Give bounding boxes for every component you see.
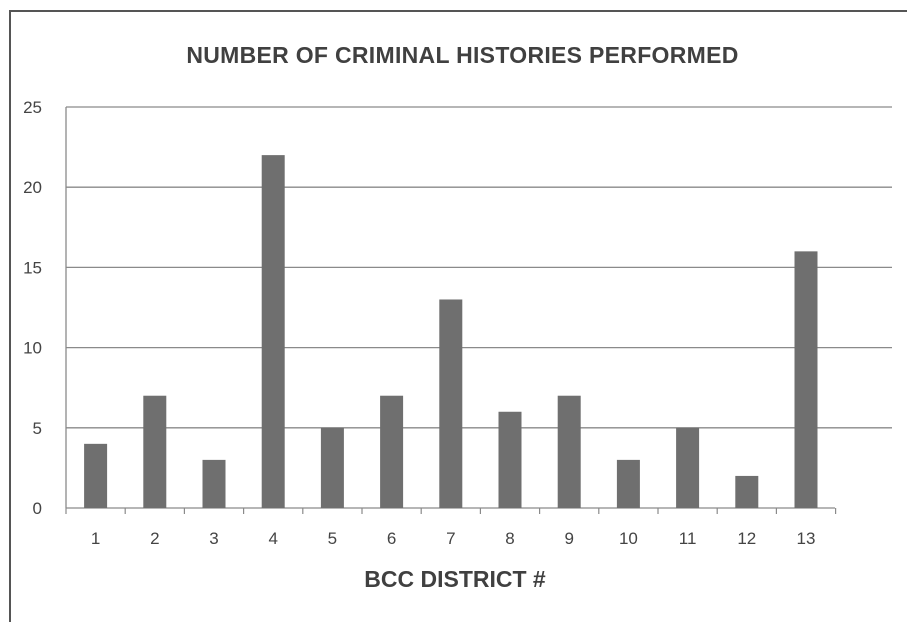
y-tick-label: 20 <box>23 178 42 197</box>
bar-district-7 <box>439 299 463 508</box>
x-tick-label: 10 <box>619 529 638 548</box>
y-tick-label: 0 <box>33 499 42 518</box>
bar-district-6 <box>380 395 404 508</box>
bar-district-5 <box>320 427 344 508</box>
x-tick-label: 7 <box>446 529 455 548</box>
y-tick-label: 10 <box>23 339 42 358</box>
bar-district-12 <box>735 475 759 508</box>
bar-district-2 <box>143 395 167 508</box>
x-tick-label: 12 <box>737 529 756 548</box>
chart-title: NUMBER OF CRIMINAL HISTORIES PERFORMED <box>186 42 739 68</box>
x-tick-label: 6 <box>387 529 396 548</box>
x-tick-label: 8 <box>505 529 514 548</box>
x-tick-label: 3 <box>209 529 218 548</box>
bar-district-8 <box>498 411 522 508</box>
bar-district-10 <box>616 459 640 508</box>
x-tick-label: 4 <box>268 529 277 548</box>
frame-border-left <box>9 10 11 622</box>
x-tick-label: 2 <box>150 529 159 548</box>
x-axis-title: BCC DISTRICT # <box>364 566 546 592</box>
frame-border-top <box>9 10 907 12</box>
bar-district-9 <box>557 395 581 508</box>
y-tick-label: 15 <box>23 258 42 277</box>
x-tick-label: 5 <box>328 529 337 548</box>
x-tick-label: 9 <box>564 529 573 548</box>
x-tick-label: 1 <box>91 529 100 548</box>
bar-district-3 <box>202 459 226 508</box>
x-tick-label: 11 <box>679 529 697 548</box>
bar-district-13 <box>794 251 818 509</box>
bar-district-1 <box>84 443 108 508</box>
x-tick-label: 13 <box>797 529 816 548</box>
bar-district-11 <box>676 427 700 508</box>
bar-district-4 <box>261 155 285 508</box>
y-tick-label: 25 <box>23 98 42 117</box>
y-tick-label: 5 <box>33 419 42 438</box>
